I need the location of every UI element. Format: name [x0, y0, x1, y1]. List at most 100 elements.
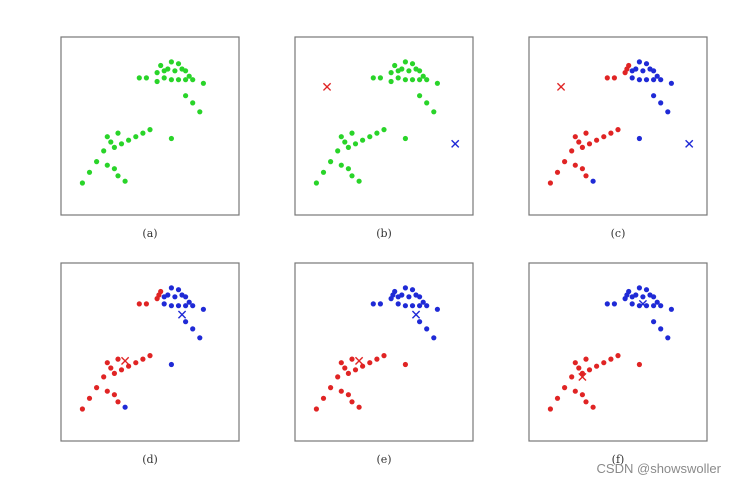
centroid-marker-blue [685, 139, 694, 148]
centroid-marker-red [578, 372, 587, 382]
data-point-red [402, 361, 408, 368]
data-point-green [431, 109, 437, 115]
data-point-red [349, 356, 355, 362]
data-point-blue [370, 301, 376, 307]
data-point-green [183, 77, 189, 83]
data-point-green [183, 68, 189, 74]
watermark: CSDN @showswoller [596, 461, 721, 476]
data-point-blue [658, 326, 664, 332]
data-point-red [611, 75, 618, 81]
data-point-blue [654, 73, 660, 79]
data-point-red [133, 360, 139, 366]
data-point-red [601, 134, 607, 140]
data-point-red [583, 399, 589, 405]
data-point-red [608, 130, 614, 136]
data-point-blue [636, 135, 643, 142]
data-point-red [594, 363, 600, 369]
data-point-blue [399, 292, 405, 298]
data-point-blue [175, 287, 182, 293]
data-point-blue [417, 303, 423, 309]
panel-5: (e) [294, 262, 474, 466]
data-point-red [352, 367, 359, 373]
data-point-red [111, 392, 117, 398]
data-point-red [590, 404, 596, 410]
data-point-green [183, 93, 189, 99]
data-point-green [190, 77, 196, 83]
data-point-green [374, 130, 380, 136]
data-point-green [86, 169, 93, 175]
data-point-blue [161, 301, 167, 307]
data-point-red [374, 356, 380, 362]
data-point-green [101, 148, 107, 154]
data-point-blue [165, 292, 171, 298]
data-point-blue [424, 326, 430, 332]
data-point-red [108, 365, 114, 371]
data-point-red [342, 365, 348, 371]
panel-label: (f) [612, 453, 625, 466]
data-point-green [406, 68, 412, 74]
panel-frame [294, 36, 474, 216]
data-point-blue [420, 299, 426, 305]
data-point-green [328, 159, 334, 165]
data-point-blue [665, 109, 671, 115]
data-point-green [417, 77, 423, 83]
data-point-green [381, 127, 387, 133]
data-point-red [572, 134, 578, 140]
data-point-blue [658, 77, 664, 83]
data-point-green [126, 137, 132, 143]
centroid-marker-red [354, 356, 364, 365]
data-point-green [345, 166, 351, 172]
data-point-red [156, 292, 162, 298]
data-point-green [168, 77, 174, 83]
data-point-red [569, 148, 575, 154]
panel-label: (e) [376, 453, 391, 466]
data-point-blue [402, 285, 408, 291]
data-point-red [111, 370, 117, 376]
panel-label: (d) [142, 453, 158, 466]
data-point-red [547, 180, 554, 186]
data-point-green [424, 77, 430, 83]
data-point-green [402, 59, 408, 65]
data-point-red [320, 395, 327, 401]
data-point-blue [168, 303, 174, 309]
data-point-green [111, 166, 117, 172]
data-point-blue [636, 77, 643, 83]
data-point-blue [636, 285, 643, 291]
data-point-blue [668, 80, 675, 86]
data-point-red [636, 361, 643, 368]
panel-1: (a) [60, 36, 240, 240]
data-point-red [115, 356, 121, 362]
data-point-red [604, 75, 610, 81]
data-point-blue [424, 303, 430, 309]
data-point-blue [168, 361, 174, 368]
data-point-green [335, 148, 341, 154]
data-point-green [370, 75, 376, 81]
centroid-marker-blue [451, 139, 460, 148]
data-point-green [417, 68, 423, 74]
data-point-green [186, 73, 192, 79]
data-point-blue [640, 68, 646, 74]
panel-frame [294, 262, 474, 442]
data-point-blue [658, 100, 664, 106]
data-point-green [140, 130, 146, 136]
data-point-green [168, 59, 174, 65]
data-point-green [168, 135, 174, 142]
data-point-red [328, 385, 334, 391]
panel-2: (b) [294, 36, 474, 240]
data-point-green [349, 173, 355, 179]
data-point-blue [172, 294, 178, 300]
data-point-blue [651, 303, 657, 309]
data-point-blue [431, 335, 437, 341]
data-point-blue [417, 294, 423, 300]
data-point-green [345, 144, 351, 150]
data-point-blue [651, 93, 657, 99]
data-point-green [434, 80, 440, 86]
data-point-green [154, 70, 160, 76]
data-point-red [601, 360, 607, 366]
panel-label: (c) [611, 227, 626, 240]
data-point-green [161, 75, 167, 81]
data-point-green [197, 109, 203, 115]
data-point-red [572, 162, 578, 168]
data-point-red [118, 367, 125, 373]
panel-frame [60, 262, 240, 442]
